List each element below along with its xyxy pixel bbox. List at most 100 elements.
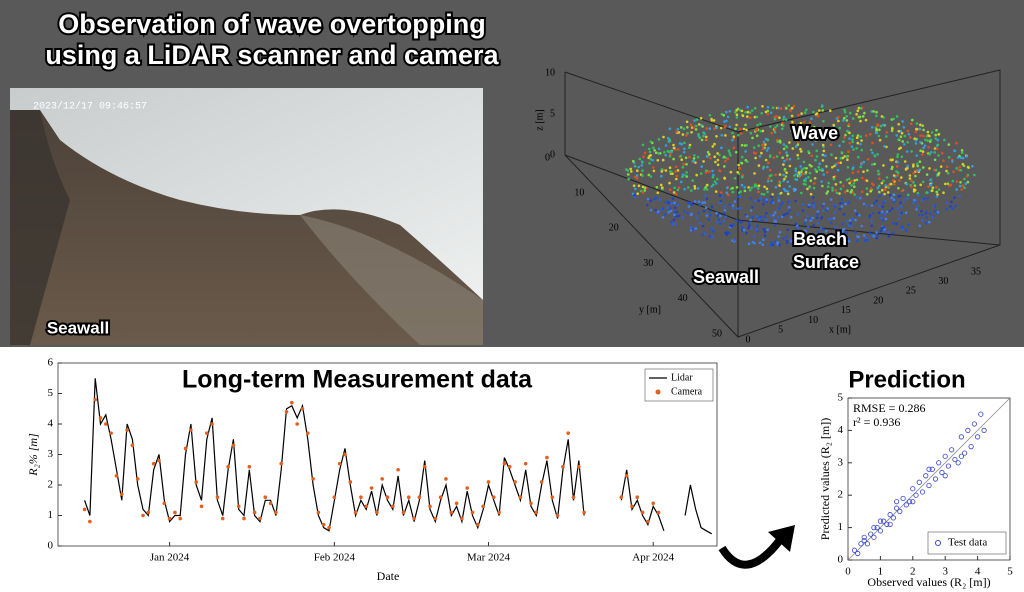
cloud-point: [859, 135, 862, 138]
cloud-point: [723, 209, 727, 212]
cloud-point: [757, 144, 760, 147]
cloud-point: [847, 201, 851, 204]
cloud-point: [681, 165, 685, 169]
cloud-point: [724, 124, 727, 128]
cloud-point: [897, 187, 900, 190]
scatter-point: [981, 427, 987, 433]
cloud-point: [858, 115, 862, 119]
cloud-point: [860, 224, 864, 228]
cloud-point: [848, 142, 851, 145]
camera-point: [391, 504, 395, 509]
cloud-point: [809, 242, 813, 245]
x-tick-label: 2: [910, 566, 916, 578]
cloud-point: [733, 177, 737, 180]
cloud-point: [949, 205, 952, 208]
y-tick-label: 30: [643, 258, 653, 269]
cloud-point: [731, 204, 735, 207]
cloud-point: [945, 165, 949, 169]
cloud-point: [829, 198, 833, 201]
cloud-point: [860, 190, 864, 193]
cloud-point: [704, 206, 708, 209]
cloud-point: [751, 206, 754, 209]
cloud-point: [785, 239, 789, 243]
cloud-point: [637, 184, 641, 188]
cloud-point: [651, 158, 655, 162]
cloud-point: [834, 156, 838, 160]
cloud-point: [755, 184, 758, 188]
cloud-point: [892, 193, 896, 196]
cloud-point: [702, 209, 706, 213]
cloud-point: [858, 196, 862, 200]
cloud-point: [895, 170, 898, 173]
camera-point: [497, 510, 501, 515]
x-tick-label: 30: [938, 276, 948, 287]
cloud-point: [912, 163, 915, 166]
cloud-point: [687, 201, 690, 205]
cloud-point: [692, 159, 696, 163]
cloud-point: [658, 152, 662, 155]
cloud-point: [749, 218, 752, 222]
cloud-point: [800, 112, 803, 115]
cloud-point: [826, 185, 830, 188]
camera-point: [146, 510, 151, 515]
cloud-point: [838, 126, 841, 130]
cloud-point: [914, 130, 918, 134]
cloud-point: [927, 146, 930, 149]
cloud-point: [761, 105, 764, 108]
cloud-point: [697, 200, 701, 203]
x-tick-label: Feb 2024: [314, 552, 356, 564]
cloud-point: [707, 218, 711, 221]
cloud-point: [883, 192, 886, 196]
cloud-point: [914, 142, 918, 145]
cloud-point: [764, 143, 767, 146]
camera-point: [236, 504, 241, 509]
camera-point: [162, 501, 167, 506]
cloud-point: [765, 200, 768, 204]
cloud-point: [877, 173, 880, 176]
cloud-point: [899, 201, 902, 204]
cloud-point: [900, 176, 903, 179]
cloud-point: [928, 153, 931, 156]
cloud-point: [921, 199, 924, 202]
cloud-point: [883, 145, 886, 148]
cloud-point: [762, 193, 766, 196]
cloud-point: [919, 134, 922, 137]
cloud-point: [764, 218, 768, 222]
cloud-point: [705, 135, 708, 139]
x-axis-label: Observed values (R₂ [m]): [867, 575, 990, 589]
cloud-point: [845, 155, 848, 158]
cloud-point: [933, 158, 937, 162]
cloud-point: [883, 188, 887, 192]
cloud-point: [672, 143, 675, 147]
cloud-point: [870, 224, 873, 227]
y-tick-label: 6: [48, 357, 54, 369]
cloud-point: [785, 241, 789, 244]
x-tick-label: 35: [971, 266, 981, 277]
cloud-point: [754, 199, 757, 203]
scatter-point: [949, 447, 955, 453]
cloud-point: [692, 157, 696, 160]
cloud-point: [847, 237, 850, 241]
cloud-point: [870, 220, 874, 223]
cloud-point: [766, 180, 770, 183]
cloud-point: [845, 115, 848, 118]
cloud-point: [817, 131, 820, 135]
cloud-point: [752, 235, 756, 238]
cloud-point: [748, 116, 752, 120]
cloud-point: [858, 214, 861, 217]
z-tick-label: 5: [550, 108, 555, 119]
cloud-point: [697, 133, 700, 136]
cloud-point: [627, 173, 630, 176]
cloud-point: [714, 160, 717, 164]
cloud-point: [890, 158, 894, 162]
cloud-point: [951, 160, 954, 163]
cloud-point: [936, 193, 939, 196]
cloud-point: [966, 180, 970, 184]
cloud-point: [837, 119, 840, 123]
cloud-point: [694, 128, 698, 131]
cloud-point: [735, 186, 739, 189]
cloud-point: [728, 203, 731, 207]
photo-foam: [300, 215, 483, 345]
cloud-point: [680, 158, 683, 161]
cloud-point: [840, 198, 844, 201]
